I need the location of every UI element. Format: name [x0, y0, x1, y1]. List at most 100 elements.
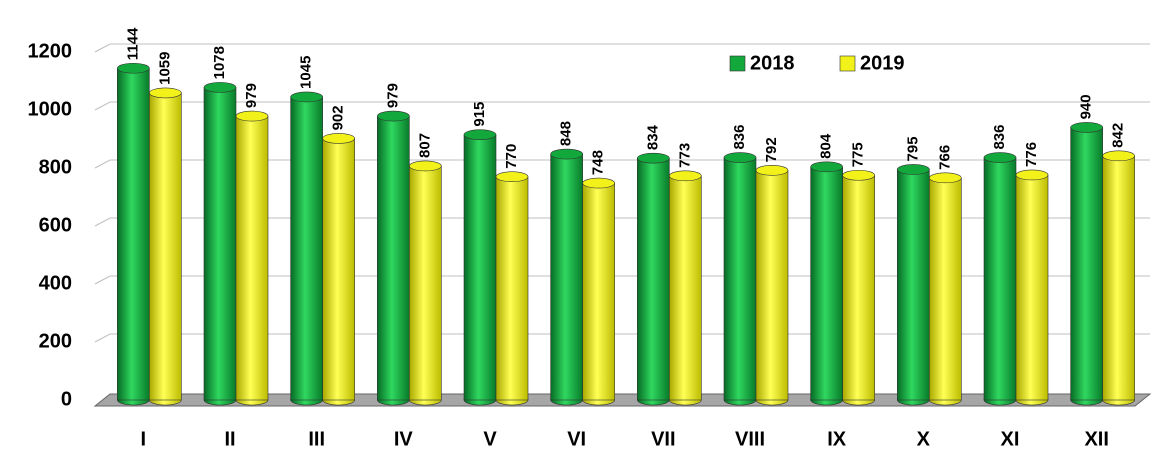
bar-top	[1070, 122, 1103, 133]
y-tick-label: 200	[39, 330, 72, 352]
grid-line	[94, 43, 1150, 53]
bar	[1015, 174, 1049, 401]
bar-top	[550, 148, 583, 160]
x-tick-label: IX	[827, 428, 847, 450]
bar-top	[755, 165, 789, 176]
data-label: 940	[1078, 94, 1095, 119]
bar-top	[723, 152, 757, 163]
bar-top	[463, 129, 497, 140]
y-tick-label: 800	[39, 156, 72, 178]
bar	[637, 157, 670, 401]
bar	[897, 169, 930, 401]
legend-swatch	[729, 55, 746, 72]
data-label: 836	[731, 125, 748, 150]
bar-top	[377, 110, 410, 122]
data-label: 807	[416, 133, 433, 158]
bar-top	[322, 133, 355, 144]
data-label: 834	[644, 124, 661, 150]
bar	[235, 115, 269, 401]
bar	[842, 174, 875, 401]
grid-line	[94, 333, 1150, 343]
bar	[1102, 155, 1135, 401]
bar	[117, 67, 150, 401]
legend-label: 2019	[860, 52, 905, 74]
grid-line	[94, 217, 1150, 227]
bar	[755, 170, 789, 401]
bar	[929, 177, 962, 401]
data-label: 776	[1023, 142, 1040, 167]
data-label: 770	[503, 144, 520, 169]
data-label: 766	[936, 145, 953, 170]
x-tick-label: II	[224, 428, 235, 450]
data-label: 902	[330, 105, 347, 130]
bar-top	[929, 172, 962, 184]
grid-line	[94, 159, 1150, 169]
data-label: 979	[243, 83, 260, 108]
bar-top	[582, 177, 615, 189]
bar-top	[290, 91, 323, 103]
data-label: 979	[384, 83, 401, 108]
data-label: 836	[991, 125, 1008, 150]
bar	[983, 157, 1017, 401]
bar	[669, 175, 702, 401]
bar	[463, 134, 497, 401]
x-tick-label: VII	[651, 428, 675, 450]
legend-label: 2018	[750, 52, 795, 74]
x-tick-label: IV	[394, 428, 414, 450]
data-label: 795	[904, 136, 921, 161]
bar-top	[203, 82, 237, 93]
x-tick-label: VI	[567, 428, 586, 450]
y-tick-label: 400	[39, 272, 72, 294]
bar-top	[897, 164, 930, 175]
data-label: 842	[1110, 123, 1127, 148]
data-label: 1078	[211, 46, 228, 79]
y-tick-label: 600	[39, 214, 72, 236]
floor	[93, 393, 1152, 407]
data-label: 748	[590, 150, 607, 175]
bar	[810, 166, 843, 401]
data-label: 848	[558, 121, 575, 146]
data-label: 915	[471, 102, 488, 127]
y-tick-label: 1000	[28, 98, 73, 120]
bar	[149, 92, 182, 401]
bar	[495, 176, 529, 401]
bar-top	[669, 170, 702, 182]
x-tick-label: XI	[1001, 428, 1020, 450]
data-label: 804	[818, 133, 835, 159]
bar-top	[842, 169, 875, 181]
bar-top	[117, 62, 150, 74]
x-tick-label: III	[308, 428, 325, 450]
x-tick-label: V	[483, 428, 497, 450]
data-label: 792	[763, 137, 780, 162]
bar-top	[495, 171, 529, 182]
x-tick-label: I	[141, 428, 147, 450]
bar	[1070, 127, 1103, 401]
legend-swatch	[839, 55, 856, 72]
data-label: 1144	[124, 27, 141, 60]
bar	[290, 96, 323, 401]
bar-top	[149, 87, 182, 99]
bar	[377, 115, 410, 401]
bar-top	[235, 110, 269, 122]
bar	[582, 182, 615, 401]
bar-top	[1015, 169, 1049, 181]
bar	[409, 165, 442, 401]
x-tick-label: VIII	[735, 428, 765, 450]
bar	[723, 157, 757, 401]
x-tick-label: X	[917, 428, 931, 450]
x-tick-label: XII	[1084, 428, 1108, 450]
bar-top	[810, 161, 843, 173]
data-label: 775	[850, 142, 867, 167]
data-label: 1045	[298, 56, 315, 89]
bar	[203, 87, 237, 401]
y-tick-label: 1200	[28, 40, 73, 62]
y-tick-label: 0	[61, 388, 72, 410]
bar-top	[983, 152, 1017, 163]
data-label: 773	[676, 143, 693, 168]
grid-line	[94, 275, 1150, 285]
data-label: 1059	[156, 52, 173, 85]
bar-top	[1102, 150, 1135, 162]
grid-line	[94, 101, 1150, 111]
bar-top	[637, 152, 670, 164]
